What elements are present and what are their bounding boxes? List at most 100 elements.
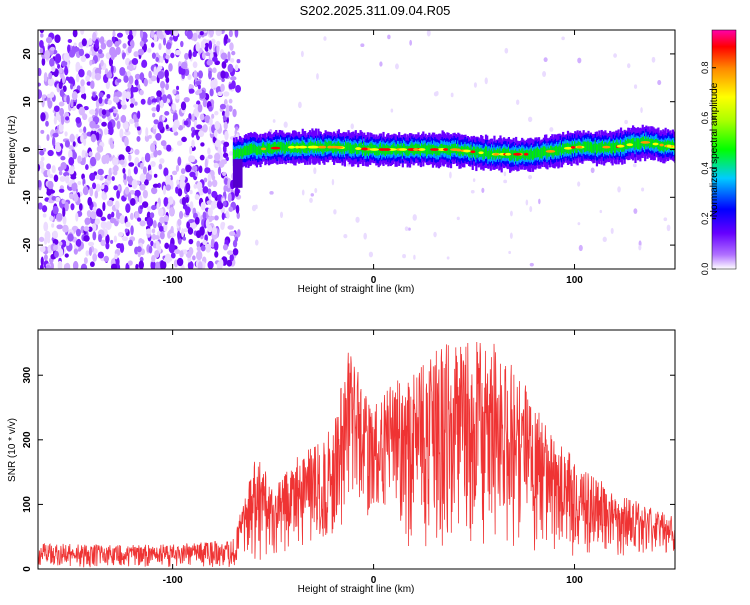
noise-speckle: [168, 196, 174, 205]
noise-speckle: [146, 228, 152, 235]
snr-x-tick-label: 0: [371, 575, 377, 586]
signal-band: [277, 141, 280, 151]
noise-speckle: [192, 51, 197, 58]
noise-speckle: [125, 30, 130, 36]
noise-speckle: [207, 154, 213, 159]
noise-speckle: [103, 127, 108, 136]
noise-speckle: [43, 221, 49, 232]
signal-hotspot: [616, 144, 625, 148]
faint-speckle: [508, 250, 512, 255]
faint-speckle: [314, 187, 318, 194]
noise-speckle: [199, 154, 205, 161]
noise-speckle: [133, 166, 138, 175]
noise-speckle: [57, 63, 61, 70]
noise-speckle: [145, 127, 149, 137]
noise-speckle: [70, 83, 74, 90]
signal-hotspot: [297, 145, 308, 149]
noise-speckle: [216, 43, 220, 54]
noise-speckle: [111, 36, 116, 43]
noise-speckle: [109, 217, 117, 224]
signal-band: [377, 147, 380, 156]
signal-band: [502, 147, 506, 158]
noise-speckle: [54, 34, 61, 44]
signal-band: [535, 148, 538, 158]
noise-speckle: [199, 226, 205, 236]
signal-band: [419, 146, 422, 157]
noise-speckle: [142, 166, 147, 175]
faint-speckle: [666, 224, 671, 232]
noise-speckle: [124, 136, 129, 147]
noise-speckle: [222, 200, 227, 207]
noise-speckle: [191, 222, 197, 229]
heatmap-marks: [38, 30, 675, 269]
noise-speckle: [64, 131, 68, 137]
noise-speckle: [202, 99, 208, 108]
noise-speckle: [134, 148, 140, 155]
noise-speckle: [62, 207, 66, 217]
signal-band: [586, 141, 589, 152]
noise-speckle: [120, 114, 127, 123]
noise-speckle: [67, 44, 71, 54]
signal-band: [435, 145, 438, 157]
noise-speckle: [171, 103, 177, 111]
colorbar-gradient: [711, 29, 737, 270]
noise-speckle: [232, 108, 237, 118]
faint-speckle: [529, 205, 533, 213]
signal-band: [238, 159, 242, 188]
signal-band: [244, 146, 248, 156]
noise-speckle: [129, 40, 135, 47]
noise-speckle: [73, 193, 79, 203]
noise-speckle: [148, 245, 153, 254]
noise-speckle: [227, 38, 231, 43]
faint-speckle: [379, 61, 383, 67]
noise-speckle: [204, 158, 208, 169]
noise-speckle: [153, 34, 158, 43]
faint-speckle: [577, 222, 581, 226]
noise-speckle: [75, 228, 81, 237]
noise-speckle: [44, 49, 51, 60]
noise-speckle: [141, 201, 149, 209]
faint-speckle: [590, 167, 595, 174]
signal-band: [583, 141, 586, 153]
noise-speckle: [175, 164, 180, 172]
signal-band: [248, 144, 251, 156]
noise-speckle: [158, 163, 163, 170]
noise-speckle: [162, 96, 167, 103]
noise-speckle: [52, 230, 58, 239]
noise-speckle: [165, 54, 170, 60]
snr-x-axis-label: Height of straight line (km): [298, 584, 415, 595]
noise-speckle: [83, 93, 87, 100]
noise-speckle: [83, 105, 89, 111]
noise-speckle: [80, 84, 86, 95]
signal-band: [630, 138, 633, 149]
noise-speckle: [60, 239, 67, 248]
signal-band: [325, 141, 328, 152]
noise-speckle: [191, 131, 195, 138]
noise-speckle: [127, 191, 132, 202]
noise-speckle: [164, 242, 170, 249]
noise-speckle: [55, 196, 61, 202]
noise-speckle: [155, 56, 159, 62]
noise-speckle: [108, 108, 114, 113]
signal-band: [499, 147, 502, 158]
noise-speckle: [88, 50, 93, 56]
noise-speckle: [169, 207, 175, 217]
faint-speckle: [254, 204, 258, 210]
noise-speckle: [139, 72, 145, 81]
noise-speckle: [229, 58, 235, 63]
signal-hotspot: [413, 148, 419, 151]
signal-band: [270, 144, 273, 154]
noise-speckle: [152, 220, 157, 229]
noise-speckle: [151, 98, 158, 103]
noise-speckle: [227, 63, 234, 73]
snr-y-tick-label: 100: [22, 496, 33, 513]
noise-speckle: [142, 38, 148, 43]
signal-band: [543, 146, 547, 156]
noise-speckle: [87, 196, 93, 207]
faint-speckle: [484, 77, 488, 85]
noise-speckle: [197, 261, 203, 269]
signal-band: [263, 142, 266, 153]
noise-speckle: [194, 216, 200, 225]
noise-speckle: [101, 121, 107, 127]
